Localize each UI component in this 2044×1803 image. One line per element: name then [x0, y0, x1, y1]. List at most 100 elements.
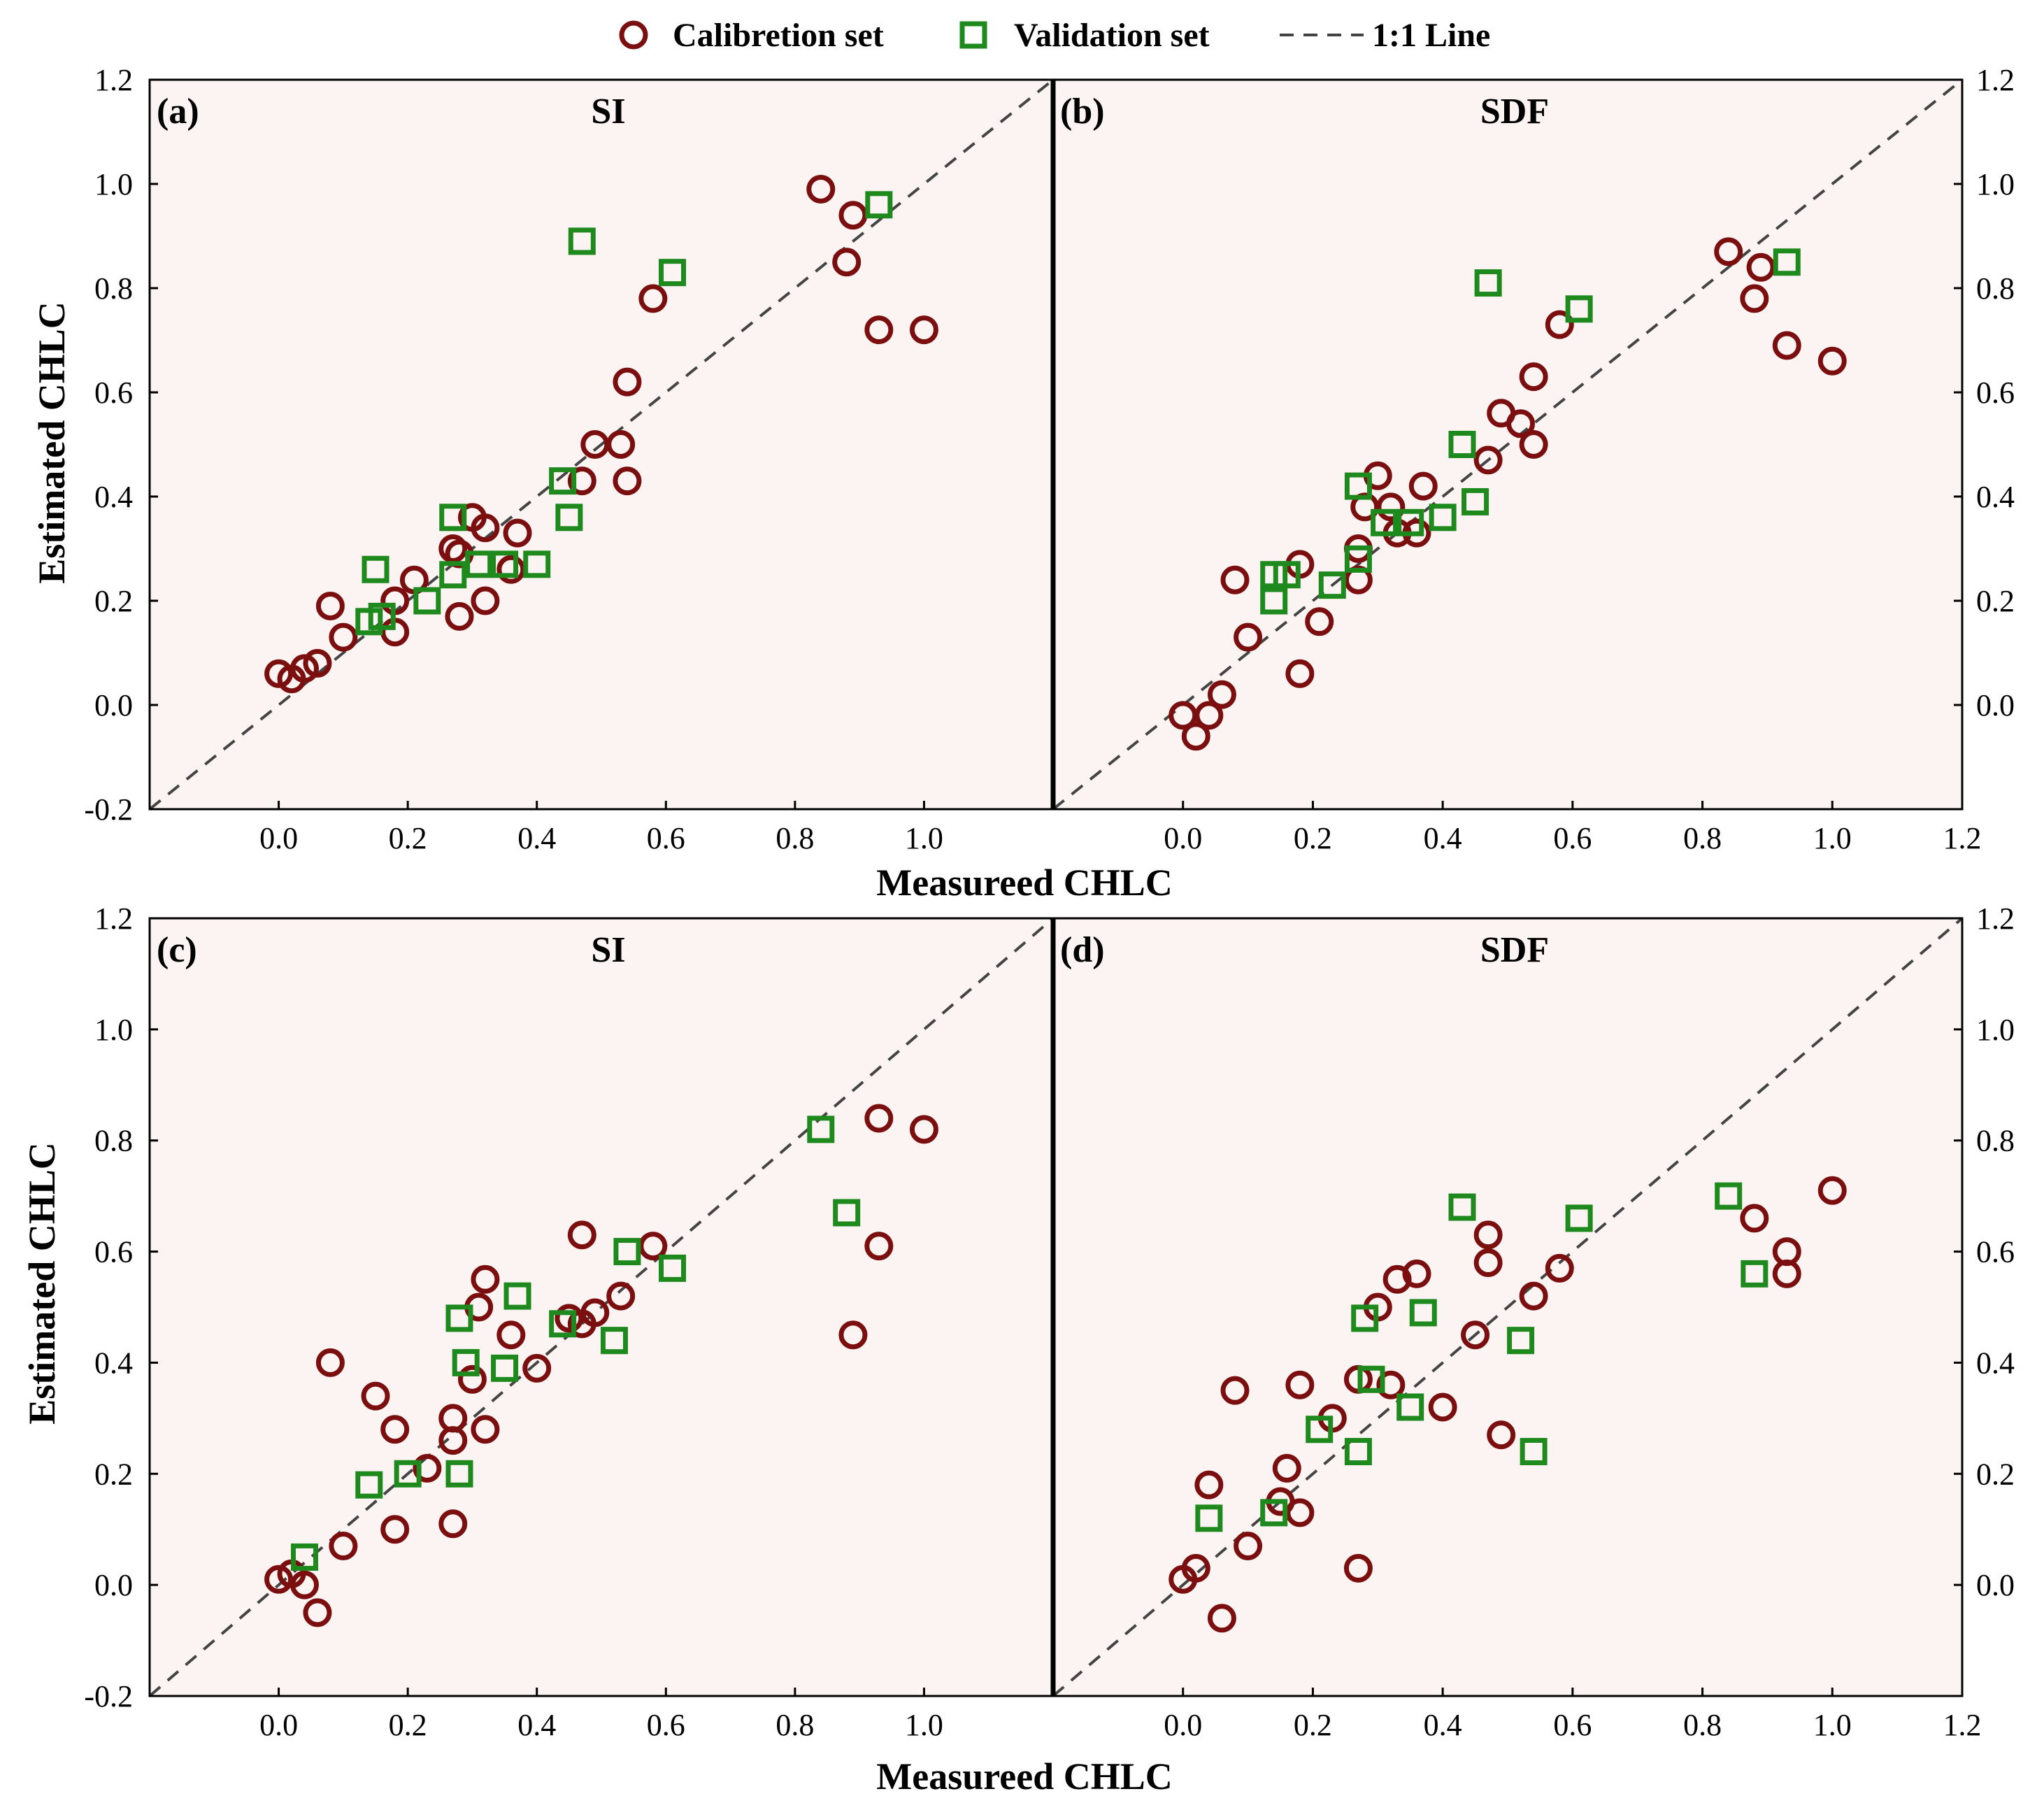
validation-point [1773, 248, 1801, 276]
validation-point [1715, 1182, 1743, 1210]
x-tick-label: 0.4 [1424, 821, 1462, 855]
panel-label: (d) [1060, 930, 1105, 970]
panel-label: (a) [157, 92, 199, 131]
calibration-point [909, 315, 938, 345]
calibration-point [361, 1381, 390, 1411]
validation-point [290, 1543, 318, 1571]
validation-point [1565, 295, 1593, 323]
calibration-point [380, 1415, 410, 1444]
calibration-point [638, 284, 668, 313]
validation-point [355, 1471, 383, 1499]
calibration-point [303, 1598, 332, 1627]
panel-title: SDF [1480, 92, 1549, 131]
calibration-point [1506, 409, 1536, 439]
calibration-point [1473, 1220, 1503, 1250]
validation-point [491, 1354, 519, 1382]
calibration-point [1519, 430, 1548, 459]
calibration-point [838, 201, 868, 230]
calibration-point [1382, 1264, 1412, 1294]
validation-point [413, 587, 441, 615]
calibration-point [864, 315, 894, 345]
calibration-point [503, 518, 532, 548]
one-to-one-line [1052, 917, 1964, 1697]
calibration-point [613, 466, 642, 496]
validation-point [1260, 1499, 1288, 1527]
validation-point [1351, 1304, 1379, 1332]
y-tick-label: 0.0 [1976, 1568, 2015, 1602]
validation-point [1448, 1193, 1476, 1221]
validation-point [1273, 561, 1301, 589]
calibration-point [445, 601, 474, 631]
panel-title: SI [591, 930, 625, 970]
legend-calibration-label: Calibretion set [673, 17, 884, 54]
y-tick-label: 0.8 [94, 271, 133, 306]
validation-point [439, 561, 467, 589]
validation-point [394, 1460, 422, 1488]
panel-b: 0.0 0.2 0.4 0.6 0.8 1.0 1.2 0.0 0.2 0.4 0.6 0.8 1.0 1… [1052, 63, 2015, 855]
x-tick-label: 1.2 [1943, 821, 1982, 855]
calibration-point [329, 1532, 358, 1561]
y-tick-label: 1.0 [1976, 1013, 2015, 1047]
y-tick-label: 0.4 [94, 480, 133, 514]
calibration-point [496, 1320, 526, 1350]
calibration-point [1402, 1259, 1431, 1288]
x-tick-label: 0.6 [1553, 1708, 1592, 1742]
validation-point [659, 1254, 687, 1282]
validation-point [445, 1460, 473, 1488]
calibration-point [606, 430, 636, 459]
validation-point [1520, 1438, 1548, 1466]
calibration-point [413, 1453, 442, 1483]
validation-point [555, 504, 583, 532]
y-axis-title-top: Estimated CHLC [31, 301, 73, 584]
calibration-point [380, 1515, 410, 1544]
x-tick-label: 0.2 [389, 821, 427, 855]
validation-point [1429, 504, 1457, 532]
validation-point [445, 1304, 473, 1332]
validation-point [1344, 472, 1372, 500]
x-tick-label: 0.0 [1164, 821, 1202, 855]
validation-point [568, 227, 596, 255]
validation-point [549, 1310, 577, 1338]
calibration-point [290, 1570, 319, 1599]
x-tick-label: 0.8 [776, 1708, 814, 1742]
calibration-point [329, 622, 358, 652]
calibration-point [1181, 1553, 1210, 1583]
y-tick-label: 0.4 [1976, 480, 2015, 514]
y-tick-label: 0.8 [1976, 1124, 2015, 1158]
calibration-point [1740, 1204, 1769, 1233]
calibration-point [1746, 252, 1775, 282]
calibration-point [303, 648, 332, 678]
calibration-point [1473, 1248, 1503, 1277]
calibration-point [1220, 1376, 1250, 1405]
x-tick-label: 1.0 [1813, 1708, 1852, 1742]
validation-point [1474, 269, 1502, 297]
y-tick-label: 1.2 [94, 902, 133, 936]
x-tick-label: 0.8 [1683, 821, 1722, 855]
y-tick-label: 0.6 [1976, 376, 2015, 410]
calibration-point [580, 1298, 610, 1327]
calibration-point [1234, 1532, 1263, 1561]
calibration-point [1376, 1370, 1406, 1399]
panel-label: (b) [1060, 92, 1105, 131]
y-tick-label: 0.8 [1976, 271, 2015, 306]
x-tick-label: 0.0 [259, 821, 298, 855]
y-tick-label: 0.2 [94, 1457, 133, 1491]
calibration-point [471, 513, 500, 543]
validation-point [1507, 1327, 1535, 1355]
y-tick-label: 1.2 [94, 63, 133, 97]
calibration-point [438, 1426, 468, 1455]
y-tick-label: -0.2 [84, 792, 133, 827]
calibration-point [471, 586, 500, 615]
calibration-point [438, 534, 468, 563]
y-tick-label: -0.2 [84, 1679, 133, 1713]
validation-point [613, 1238, 641, 1266]
calibration-point [1545, 1253, 1574, 1283]
validation-point [1461, 487, 1489, 515]
x-tick-label: 1.2 [1943, 1708, 1982, 1742]
validation-point [1318, 571, 1346, 599]
y-tick-label: 1.0 [94, 167, 133, 201]
y-axis-title-bottom: Estimated CHLC [21, 1142, 63, 1425]
calibration-point [1461, 1320, 1490, 1350]
x-tick-label: 0.2 [1294, 1708, 1332, 1742]
calibration-point [1207, 1604, 1236, 1633]
